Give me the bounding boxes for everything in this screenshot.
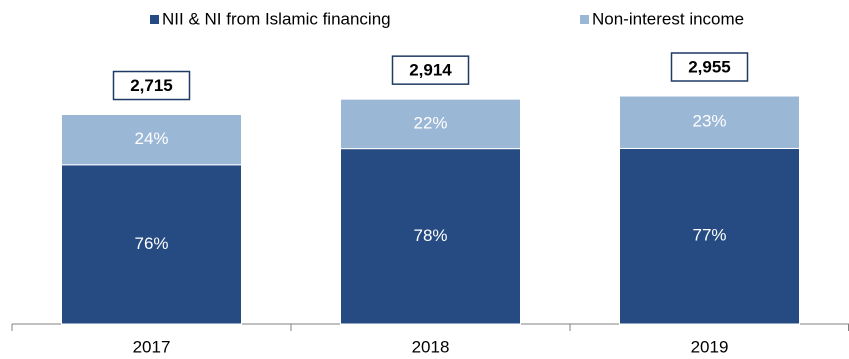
bar-segment [619, 95, 800, 149]
legend-label: NII & NI from Islamic financing [162, 9, 391, 28]
total-label: 2,955 [688, 57, 731, 76]
total-box [670, 52, 749, 82]
bar-segment [619, 147, 800, 325]
bar-segment [61, 164, 242, 325]
segment-label: 22% [413, 113, 447, 132]
bar-segment [340, 98, 521, 150]
total-box [391, 55, 470, 85]
legend-label: Non-interest income [592, 9, 744, 28]
segment-label: 77% [692, 226, 726, 245]
total-label: 2,715 [130, 76, 173, 95]
legend-marker [580, 15, 589, 24]
legend-marker [150, 15, 159, 24]
segment-label: 78% [413, 226, 447, 245]
x-tick-label: 2017 [133, 337, 171, 356]
segment-label: 23% [692, 112, 726, 131]
segment-label: 76% [134, 234, 168, 253]
x-tick-label: 2019 [691, 337, 729, 356]
total-box [112, 70, 191, 101]
x-tick-label: 2018 [412, 337, 450, 356]
segment-label: 24% [134, 129, 168, 148]
total-label: 2,914 [409, 61, 452, 80]
bar-segment [61, 114, 242, 166]
